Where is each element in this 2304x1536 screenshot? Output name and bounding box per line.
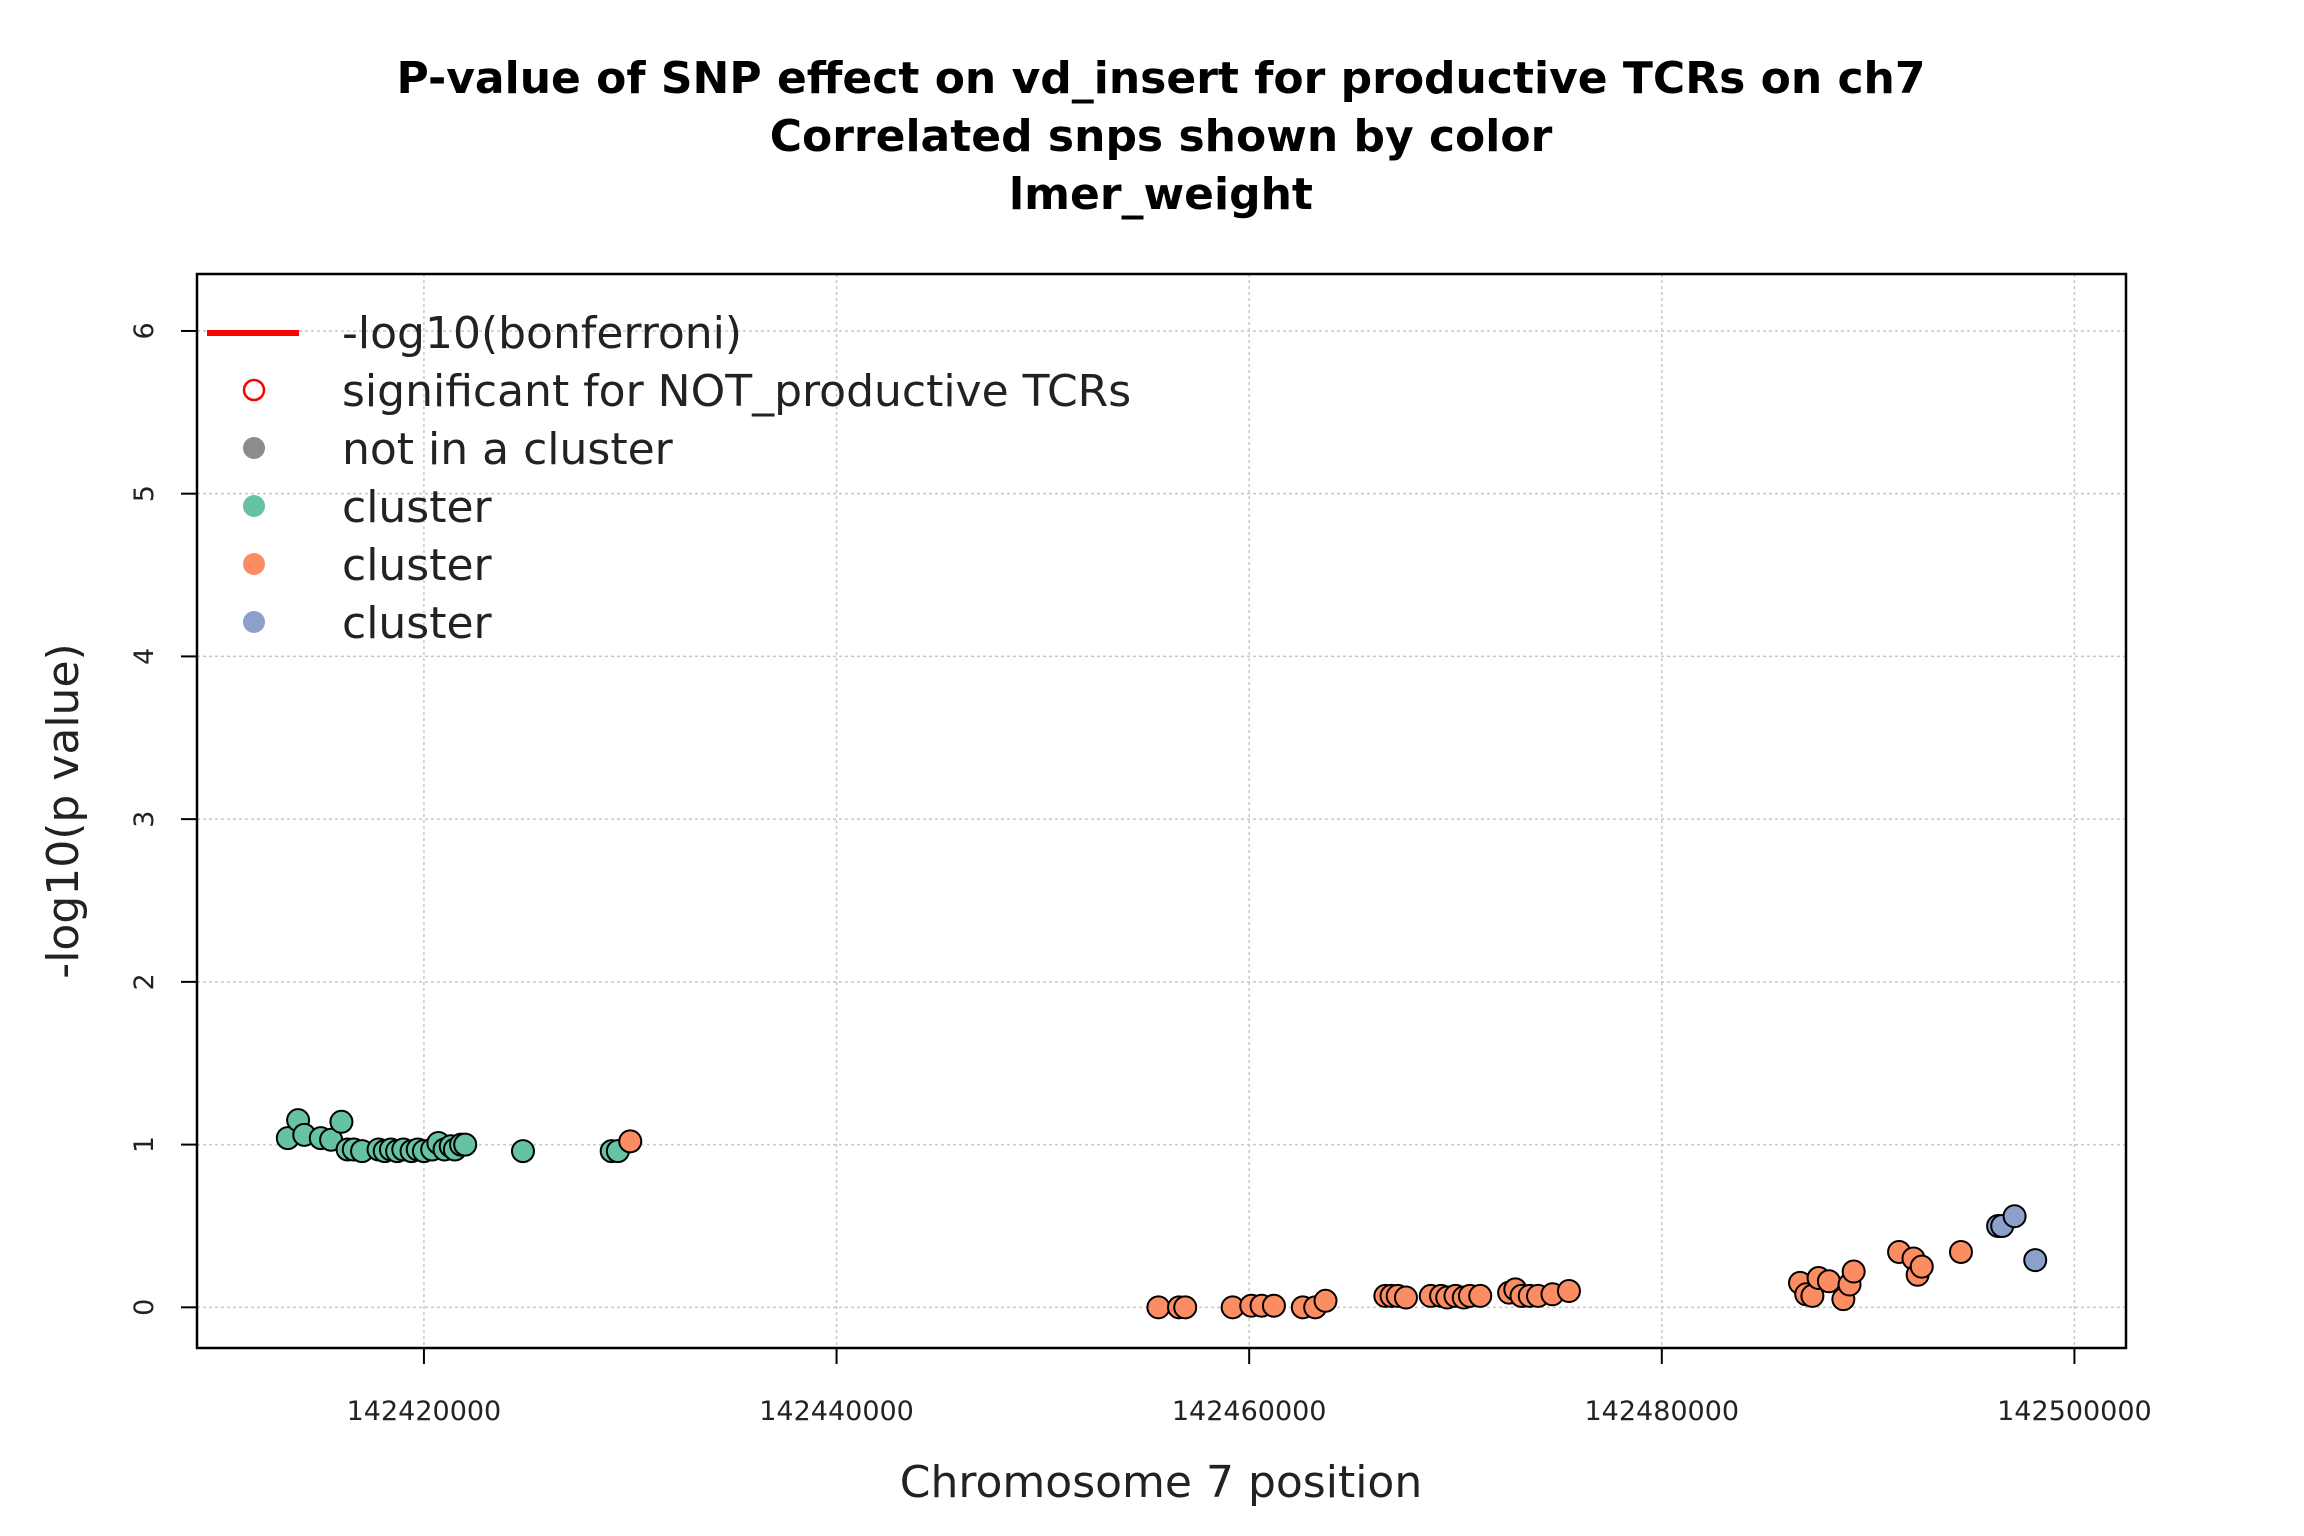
data-point-s1-14 (1393, 1285, 1418, 1310)
x-tick-label-1: 142440000 (759, 1396, 914, 1427)
y-axis: 0 1 2 3 4 5 6 (129, 322, 197, 1316)
legend-label-5: cluster (342, 598, 493, 649)
data-point-s1-0 (618, 1129, 643, 1154)
y-axis-label: -log10(p value) (38, 643, 89, 978)
y-tick-label-4: 4 (129, 648, 160, 665)
y-tick-label-6: 6 (129, 322, 160, 339)
data-point-s0-5 (329, 1109, 354, 1134)
data-points (275, 1108, 2048, 1320)
data-point-s1-36 (1841, 1259, 1866, 1284)
x-axis-label: Chromosome 7 position (900, 1457, 1422, 1508)
data-point-s1-10 (1313, 1288, 1338, 1313)
chart-title-line-3: lmer_weight (1009, 169, 1313, 220)
plot-area-frame (195, 272, 2128, 1350)
legend-label-3: cluster (342, 482, 493, 533)
legend-marker-2 (243, 437, 265, 459)
legend-marker-3 (243, 495, 265, 517)
legend-label-2: not in a cluster (342, 424, 674, 475)
legend-label-1: significant for NOT_productive TCRs (342, 366, 1131, 417)
data-point-s1-41 (1948, 1239, 1973, 1264)
x-tick-label-0: 142420000 (347, 1396, 502, 1427)
data-point-s2-2 (2002, 1204, 2027, 1229)
grid (197, 274, 2126, 1348)
y-tick-label-1: 1 (129, 1136, 160, 1153)
legend: -log10(bonferroni) significant for NOT_pr… (207, 308, 1131, 649)
data-point-s1-7 (1261, 1293, 1286, 1318)
legend-label-0: -log10(bonferroni) (342, 308, 742, 359)
chart-title: P-value of SNP effect on vd_insert for p… (397, 53, 1926, 220)
data-point-s1-3 (1173, 1295, 1198, 1320)
data-point-s0-24 (510, 1139, 535, 1164)
y-tick-label-0: 0 (129, 1299, 160, 1316)
data-point-s1-33 (1816, 1269, 1841, 1294)
data-point-s1-40 (1909, 1254, 1934, 1279)
x-axis: 142420000 142440000 142460000 142480000 1425… (347, 1348, 2152, 1427)
legend-label-4: cluster (342, 540, 493, 591)
x-tick-label-4: 142500000 (1997, 1396, 2152, 1427)
x-tick-label-3: 142480000 (1584, 1396, 1739, 1427)
data-point-s0-23 (453, 1132, 478, 1157)
y-tick-label-3: 3 (129, 811, 160, 828)
legend-marker-1 (242, 378, 266, 402)
y-tick-label-5: 5 (129, 485, 160, 502)
data-point-s1-28 (1556, 1279, 1581, 1304)
legend-marker-4 (243, 553, 265, 575)
data-point-s1-21 (1468, 1283, 1493, 1308)
legend-marker-5 (243, 611, 265, 633)
data-point-s2-3 (2023, 1248, 2048, 1273)
x-tick-label-2: 142460000 (1172, 1396, 1327, 1427)
chart-title-line-1: P-value of SNP effect on vd_insert for p… (397, 53, 1926, 104)
chart-title-line-2: Correlated snps shown by color (770, 111, 1553, 162)
y-tick-label-2: 2 (129, 973, 160, 990)
data-point-s1-1 (1146, 1295, 1171, 1320)
